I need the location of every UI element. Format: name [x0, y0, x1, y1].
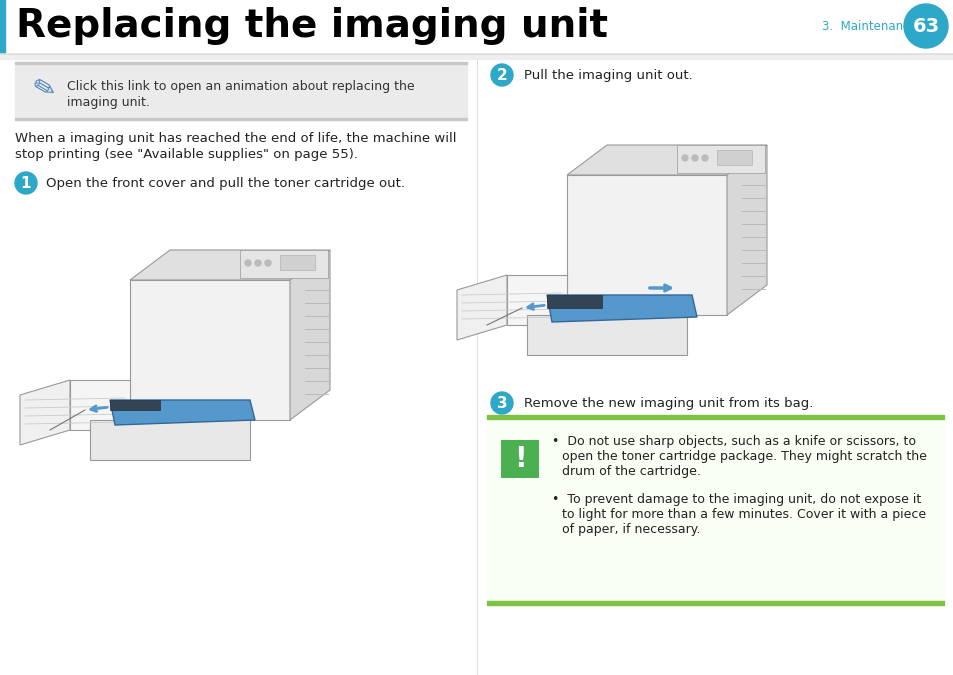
Text: 1: 1	[21, 176, 31, 190]
Bar	[15, 62, 467, 120]
Bar	[0, 55, 953, 59]
Polygon shape	[677, 145, 764, 173]
Circle shape	[681, 155, 687, 161]
Circle shape	[254, 260, 261, 266]
Text: Replacing the imaging unit: Replacing the imaging unit	[16, 7, 607, 45]
Bar	[280, 255, 314, 270]
Bar	[486, 601, 943, 605]
Polygon shape	[20, 380, 70, 445]
Text: ✏: ✏	[25, 71, 59, 107]
Bar	[5, 0, 953, 52]
Text: stop printing (see "Available supplies" on page 55).: stop printing (see "Available supplies" …	[15, 148, 357, 161]
Text: 2: 2	[497, 68, 507, 82]
Circle shape	[691, 155, 698, 161]
Polygon shape	[290, 250, 330, 420]
Bar	[486, 415, 943, 419]
Text: Open the front cover and pull the toner cartridge out.: Open the front cover and pull the toner …	[46, 176, 405, 190]
Text: •  To prevent damage to the imaging unit, do not expose it: • To prevent damage to the imaging unit,…	[552, 493, 921, 506]
Circle shape	[265, 260, 271, 266]
Polygon shape	[566, 145, 766, 175]
Text: open the toner cartridge package. They might scratch the: open the toner cartridge package. They m…	[561, 450, 926, 463]
Polygon shape	[506, 275, 566, 325]
Text: of paper, if necessary.: of paper, if necessary.	[561, 523, 700, 536]
Bar	[486, 419, 943, 601]
Text: Pull the imaging unit out.: Pull the imaging unit out.	[523, 68, 692, 82]
Polygon shape	[110, 400, 254, 425]
Polygon shape	[90, 420, 250, 460]
Bar	[0, 0, 5, 52]
Polygon shape	[130, 280, 290, 420]
Polygon shape	[726, 145, 766, 315]
Text: imaging unit.: imaging unit.	[67, 96, 150, 109]
Polygon shape	[240, 250, 328, 278]
Text: When a imaging unit has reached the end of life, the machine will: When a imaging unit has reached the end …	[15, 132, 456, 145]
Text: •  Do not use sharp objects, such as a knife or scissors, to: • Do not use sharp objects, such as a kn…	[552, 435, 915, 448]
Bar	[15, 118, 467, 120]
Polygon shape	[70, 380, 130, 430]
Text: Remove the new imaging unit from its bag.: Remove the new imaging unit from its bag…	[523, 396, 813, 410]
Bar	[0, 52, 953, 55]
Circle shape	[491, 392, 513, 414]
Polygon shape	[546, 295, 697, 322]
Text: drum of the cartridge.: drum of the cartridge.	[561, 465, 700, 478]
Circle shape	[15, 172, 37, 194]
Bar	[15, 62, 467, 64]
Circle shape	[245, 260, 251, 266]
Polygon shape	[566, 175, 726, 315]
Text: !: !	[513, 445, 526, 473]
Text: 3: 3	[497, 396, 507, 410]
Text: 3.  Maintenance: 3. Maintenance	[821, 20, 916, 32]
Polygon shape	[546, 295, 601, 308]
Polygon shape	[526, 315, 686, 355]
Bar	[500, 440, 538, 478]
Bar	[717, 150, 751, 165]
Polygon shape	[456, 275, 506, 340]
Circle shape	[491, 64, 513, 86]
Polygon shape	[130, 250, 330, 280]
Circle shape	[903, 4, 947, 48]
Text: Click this link to open an animation about replacing the: Click this link to open an animation abo…	[67, 80, 415, 93]
Circle shape	[701, 155, 707, 161]
Polygon shape	[110, 400, 160, 410]
Text: 63: 63	[911, 16, 939, 36]
Text: to light for more than a few minutes. Cover it with a piece: to light for more than a few minutes. Co…	[561, 508, 925, 521]
